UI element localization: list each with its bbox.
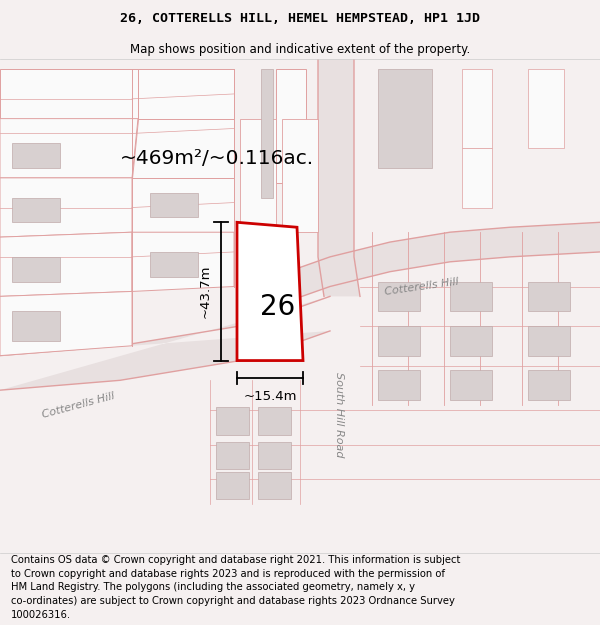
Polygon shape (288, 222, 600, 301)
Bar (12, 311, 60, 341)
Polygon shape (240, 119, 276, 232)
Polygon shape (132, 119, 234, 178)
Text: 26: 26 (260, 294, 295, 321)
Polygon shape (0, 69, 138, 119)
Polygon shape (237, 222, 303, 361)
Polygon shape (132, 178, 234, 232)
Bar (258, 442, 291, 469)
Polygon shape (462, 69, 492, 148)
Polygon shape (261, 69, 273, 198)
Text: Map shows position and indicative extent of the property.: Map shows position and indicative extent… (130, 42, 470, 56)
Polygon shape (0, 232, 132, 296)
Bar (528, 326, 570, 356)
Bar (378, 326, 420, 356)
Bar (378, 371, 420, 400)
Bar (258, 472, 291, 499)
Text: Cotterells Hill: Cotterells Hill (41, 391, 115, 419)
Bar (150, 252, 198, 277)
Text: ~469m²/~0.116ac.: ~469m²/~0.116ac. (120, 149, 314, 168)
Bar (12, 143, 60, 168)
Polygon shape (0, 178, 132, 237)
Text: Contains OS data © Crown copyright and database right 2021. This information is : Contains OS data © Crown copyright and d… (11, 555, 460, 619)
Bar (258, 408, 291, 434)
Polygon shape (276, 69, 306, 182)
Bar (216, 408, 249, 434)
Polygon shape (318, 59, 360, 296)
Bar (450, 281, 492, 311)
Polygon shape (528, 69, 564, 148)
Text: South Hill Road: South Hill Road (334, 372, 344, 458)
Bar (528, 281, 570, 311)
Bar (450, 371, 492, 400)
Polygon shape (462, 148, 492, 208)
Bar (12, 257, 60, 281)
Bar (378, 281, 420, 311)
Bar (12, 198, 60, 222)
Bar (216, 442, 249, 469)
Bar (528, 371, 570, 400)
Polygon shape (0, 119, 138, 178)
Text: 26, COTTERELLS HILL, HEMEL HEMPSTEAD, HP1 1JD: 26, COTTERELLS HILL, HEMEL HEMPSTEAD, HP… (120, 12, 480, 25)
Bar (450, 326, 492, 356)
Text: Cotterells Hill: Cotterells Hill (384, 276, 460, 297)
Polygon shape (0, 291, 132, 356)
Polygon shape (0, 296, 330, 390)
Text: ~43.7m: ~43.7m (199, 265, 212, 318)
Text: ~15.4m: ~15.4m (243, 390, 297, 403)
Polygon shape (282, 119, 318, 232)
Polygon shape (132, 232, 234, 291)
Bar (216, 472, 249, 499)
Bar (150, 192, 198, 218)
Polygon shape (138, 69, 234, 119)
Polygon shape (378, 69, 432, 168)
